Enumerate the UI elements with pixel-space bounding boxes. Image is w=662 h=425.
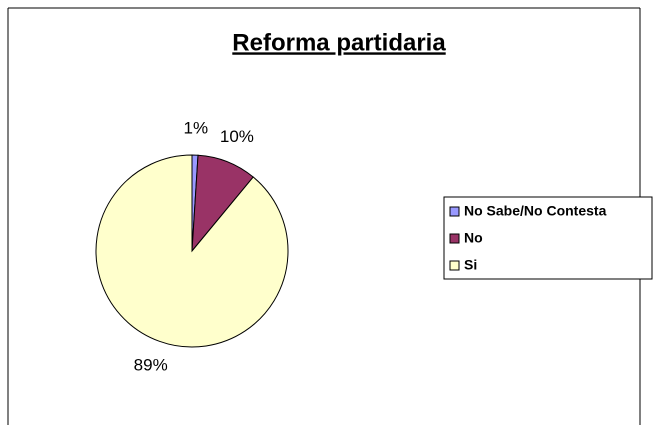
- data-label: 10%: [220, 127, 254, 146]
- legend-label: Si: [464, 257, 477, 273]
- legend-swatch: [449, 260, 460, 271]
- legend-swatch: [449, 233, 460, 244]
- legend-box: [443, 196, 653, 280]
- legend-label: No: [464, 230, 483, 246]
- legend-swatch: [449, 206, 460, 217]
- legend-label: No Sabe/No Contesta: [464, 203, 607, 219]
- data-label: 89%: [134, 355, 168, 374]
- pie-slice: [95, 154, 289, 348]
- data-label: 1%: [184, 119, 209, 138]
- chart-title: Reforma partidaria: [232, 29, 446, 56]
